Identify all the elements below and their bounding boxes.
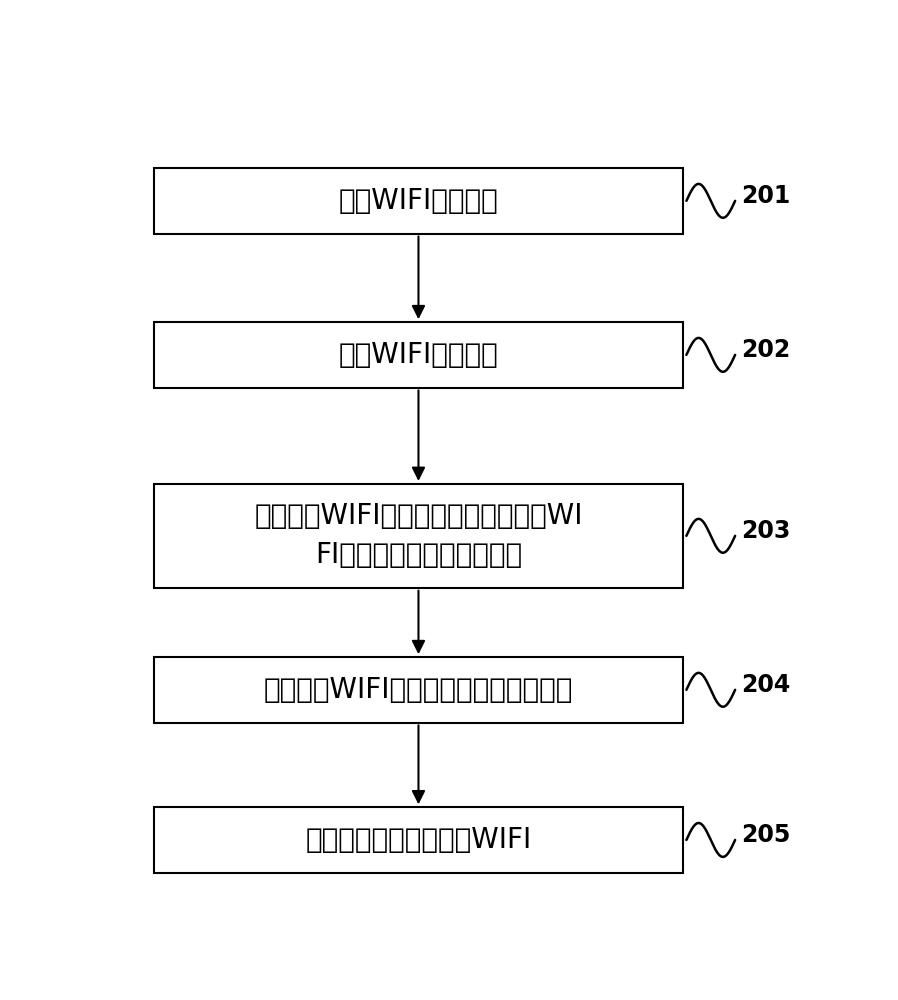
Bar [154, 807, 683, 873]
Text: 203: 203 [741, 519, 790, 543]
Text: 接收WIFI连接响应: 接收WIFI连接响应 [339, 341, 498, 369]
Text: 显示所述WIFI标识信息对应的状态信息: 显示所述WIFI标识信息对应的状态信息 [264, 676, 573, 704]
Text: 205: 205 [741, 823, 790, 847]
Bar [154, 657, 683, 723]
Text: 201: 201 [741, 184, 790, 208]
Bar [154, 484, 683, 588]
Text: 204: 204 [741, 673, 790, 697]
Text: 发送WIFI连接请求: 发送WIFI连接请求 [339, 187, 498, 215]
Text: 获取所述WIFI连接响应中携带的所述WI
FI标识信息对应的状态信息: 获取所述WIFI连接响应中携带的所述WI FI标识信息对应的状态信息 [254, 502, 583, 569]
Text: 用户确定是否启用当前WIFI: 用户确定是否启用当前WIFI [305, 826, 532, 854]
Bar [154, 168, 683, 234]
Text: 202: 202 [741, 338, 790, 362]
Bar [154, 322, 683, 388]
